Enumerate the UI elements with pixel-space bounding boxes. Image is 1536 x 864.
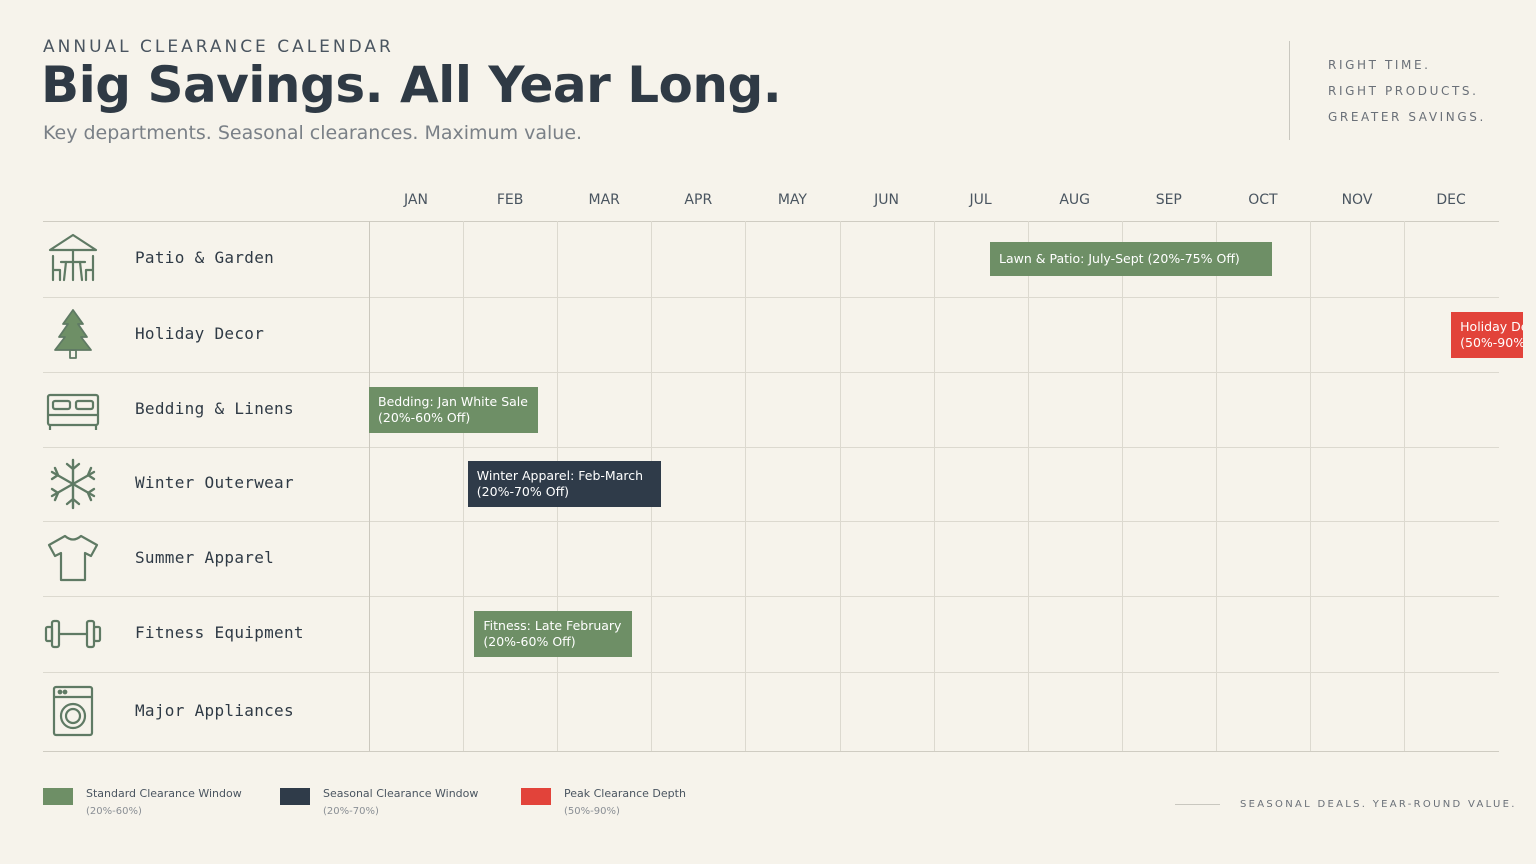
page-title: Big Savings. All Year Long. [41,56,782,114]
clearance-bar-title: Lawn & Patio: July-Sept (20%-75% Off) [999,251,1240,266]
clearance-bar-title: Winter Apparel: Feb-March [476,468,644,483]
row-divider [43,447,1499,448]
month-header-jan: JAN [404,192,428,208]
month-header-jul: JUL [969,192,992,208]
clearance-bar-standard[interactable]: Fitness: Late February (20%-60% Off) [474,611,633,657]
month-header-jun: JUN [874,192,899,208]
column-divider [1028,221,1029,751]
washing-machine-icon [44,685,102,739]
column-divider [1216,221,1217,751]
legend-label: Peak Clearance Depth [564,787,686,800]
column-divider [934,221,935,751]
dumbbell-icon [44,607,102,661]
month-header-oct: OCT [1248,192,1278,208]
legend-label: Standard Clearance Window [86,787,242,800]
footer-text: SEASONAL DEALS. YEAR-ROUND VALUE. [1240,799,1517,810]
category-label: Patio & Garden [135,248,275,267]
page-eyebrow: ANNUAL CLEARANCE CALENDAR [43,37,394,57]
footer-rule [1175,804,1220,805]
clearance-bar-standard[interactable]: Bedding: Jan White Sale (20%-60% Off) [369,386,539,433]
column-divider [1310,221,1311,751]
clearance-bar-peak[interactable]: Holiday Decor: Dec 26-Jan(50%-90% Off) [1451,311,1523,358]
legend-swatch [43,788,73,805]
category-label: Winter Outerwear [135,473,294,492]
month-header-feb: FEB [496,192,524,208]
clearance-bar-title: Bedding: Jan White Sale [378,393,528,409]
column-divider [745,221,746,751]
row-divider [43,596,1499,597]
legend-swatch [280,788,310,805]
month-header-aug: AUG [1059,192,1091,208]
legend-range: (20%-60%) [86,806,142,817]
legend-range: (20%-70%) [323,806,379,817]
column-divider [369,221,370,751]
column-divider [1122,221,1123,751]
clearance-bar-title: Holiday Decor: Dec 26-Jan [1460,318,1523,334]
clearance-bar-title: Fitness: Late February [483,618,622,633]
clearance-bar-standard[interactable]: Lawn & Patio: July-Sept (20%-75% Off) [990,242,1273,276]
category-label: Summer Apparel [135,547,275,567]
column-divider [1404,221,1405,751]
clearance-bar-range: (20%-60% Off) [483,634,576,649]
category-label: Major Appliances [135,700,294,720]
tshirt-icon [44,532,102,586]
clearance-bar-range: (20%-70% Off) [476,484,570,499]
snowflake-icon [44,457,102,511]
category-label: Fitness Equipment [135,623,304,642]
page-subtitle: Key departments. Seasonal clearances. Ma… [43,122,583,144]
clearance-bar-range: (20%-60% Off) [378,409,471,425]
month-header-mar: MAR [588,192,620,208]
patio-umbrella-icon [44,232,102,286]
legend-label: Seasonal Clearance Window [323,787,479,800]
category-label: Holiday Decor [135,323,265,343]
tagline-3: GREATER SAVINGS. [1328,110,1486,124]
month-header-dec: DEC [1436,192,1466,208]
month-header-nov: NOV [1341,192,1373,208]
month-header-may: MAY [777,192,807,208]
bed-icon [44,383,102,437]
column-divider [840,221,841,751]
header-divider [1289,41,1290,140]
clearance-bar-seasonal[interactable]: Winter Apparel: Feb-March (20%-70% Off) [467,461,661,507]
row-divider [43,221,1499,222]
legend-swatch [521,788,551,805]
month-header-apr: APR [684,192,713,208]
tagline-1: RIGHT TIME. [1328,58,1431,72]
row-divider [43,372,1499,373]
row-divider [43,672,1499,673]
tagline-2: RIGHT PRODUCTS. [1328,84,1479,98]
category-label: Bedding & Linens [135,398,294,418]
column-divider [463,221,464,751]
month-header-sep: SEP [1155,192,1182,208]
row-divider [43,297,1499,298]
row-divider [43,751,1499,752]
legend-range: (50%-90%) [564,806,620,817]
clearance-bar-range: (50%-90% Off) [1460,334,1523,350]
pine-tree-icon [44,308,102,362]
row-divider [43,521,1499,522]
